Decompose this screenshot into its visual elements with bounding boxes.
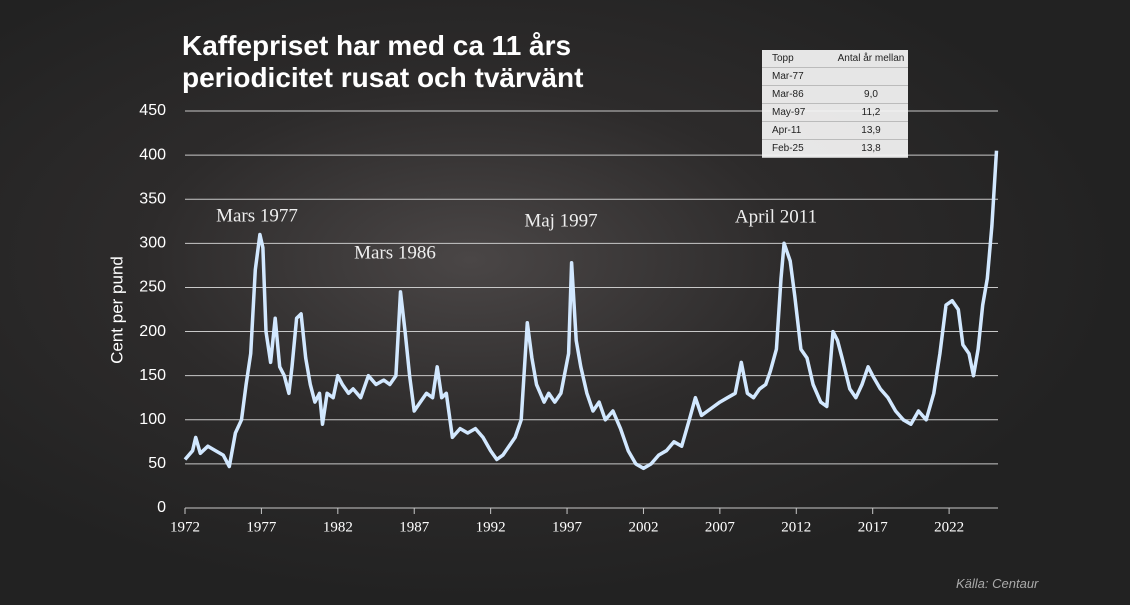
table-cell: 13,9 [861, 125, 881, 136]
table-cell: Antal år mellan [837, 53, 905, 64]
table-row: Topp Antal år mellan [762, 50, 908, 68]
price-line [183, 150, 999, 471]
x-tick-label: 2017 [858, 519, 889, 535]
table-cell: Mar-86 [772, 89, 804, 100]
table-row: May-97 11,2 [762, 104, 908, 122]
table-cell: 13,8 [861, 143, 881, 154]
source: Källa: Centaur [956, 576, 1039, 591]
chart-title: Kaffepriset har med ca 11 års periodicit… [182, 30, 584, 93]
y-tick-label: 450 [139, 102, 166, 119]
x-tick-label: 1997 [552, 519, 583, 535]
table-row: Feb-25 13,8 [762, 140, 908, 158]
peak-table: Topp Antal år mellan Mar-77 Mar-86 9,0 May-97… [762, 50, 908, 158]
table-cell: 11,2 [861, 107, 881, 118]
y-tick-label: 0 [157, 499, 166, 516]
y-tick-label: 200 [139, 323, 166, 340]
annotation: Mars 1977 [216, 205, 298, 226]
x-tick-label: 2012 [781, 519, 811, 535]
table-cell: Feb-25 [772, 143, 804, 154]
x-tick-label: 1972 [170, 519, 200, 535]
table-cell: May-97 [772, 107, 806, 118]
annotation: Mars 1986 [354, 242, 436, 263]
y-tick-label: 300 [139, 235, 166, 252]
x-tick-label: 2007 [705, 519, 736, 535]
y-tick-label: 100 [139, 411, 166, 428]
x-tick-label: 2002 [628, 519, 658, 535]
table-row: Mar-77 [762, 68, 908, 86]
x-tick-label: 2022 [934, 519, 964, 535]
table-row: Mar-86 9,0 [762, 86, 908, 104]
y-tick-label: 400 [139, 146, 166, 163]
annotation: April 2011 [735, 206, 817, 227]
x-tick-label: 1982 [323, 519, 353, 535]
table-cell: 9,0 [864, 89, 878, 100]
y-tick-label: 350 [139, 190, 166, 207]
table-cell: Topp [772, 53, 794, 64]
table-row: Apr-11 13,9 [762, 122, 908, 140]
y-tick-label: 250 [139, 279, 166, 296]
y-tick-label: 150 [139, 367, 166, 384]
x-tick-label: 1977 [246, 519, 277, 535]
table-cell: Mar-77 [772, 71, 804, 82]
y-tick-label: 50 [148, 455, 166, 472]
x-tick-label: 1987 [399, 519, 430, 535]
table-cell: Apr-11 [772, 125, 802, 136]
x-tick-label: 1992 [476, 519, 506, 535]
annotation: Maj 1997 [524, 210, 597, 231]
y-axis-label: Cent per pund [107, 256, 126, 364]
